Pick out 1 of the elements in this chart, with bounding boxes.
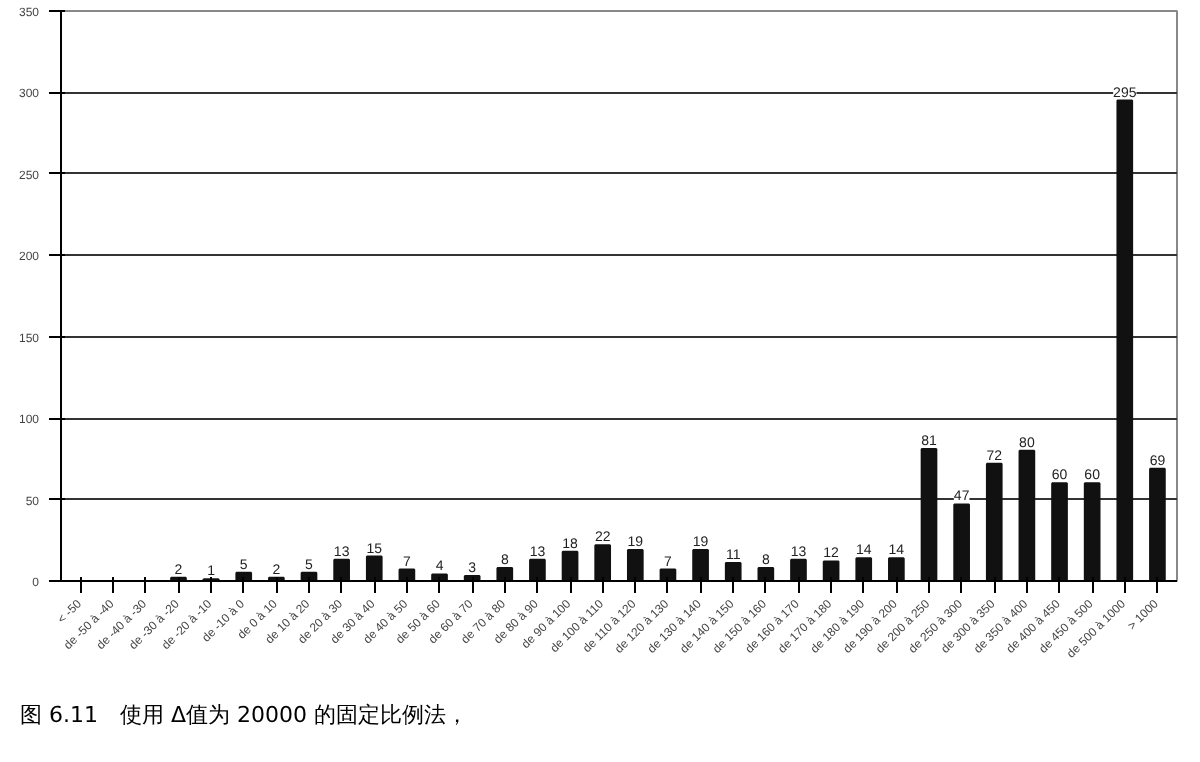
caption: 图 6.11 使用 Δ值为 20000 的固定比例法，	[20, 700, 468, 732]
